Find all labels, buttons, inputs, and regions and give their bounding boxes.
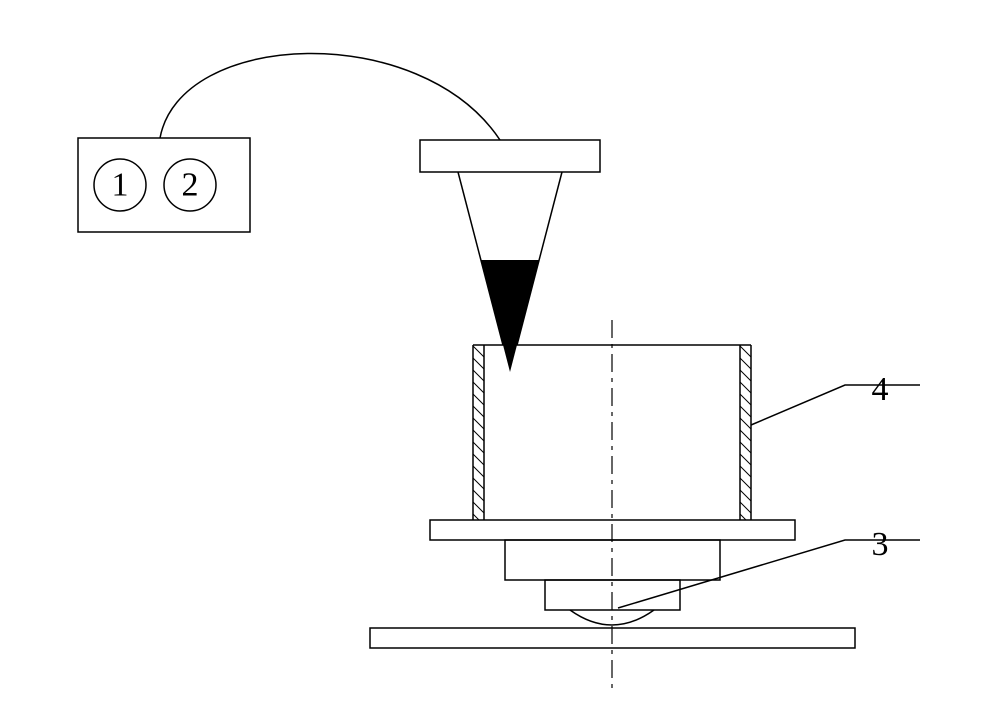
callout-4: 4	[872, 371, 889, 408]
port-2-label: 2	[182, 167, 199, 204]
nozzle-fill	[481, 260, 539, 372]
callout-3: 3	[872, 526, 889, 563]
cable	[160, 53, 500, 140]
port-1-label: 1	[112, 167, 129, 204]
leader-4	[751, 385, 920, 425]
hatch-left	[473, 346, 484, 520]
nozzle-right	[517, 172, 562, 345]
nozzle-left	[458, 172, 503, 345]
hatch-right	[740, 346, 751, 520]
head-body	[420, 140, 600, 172]
